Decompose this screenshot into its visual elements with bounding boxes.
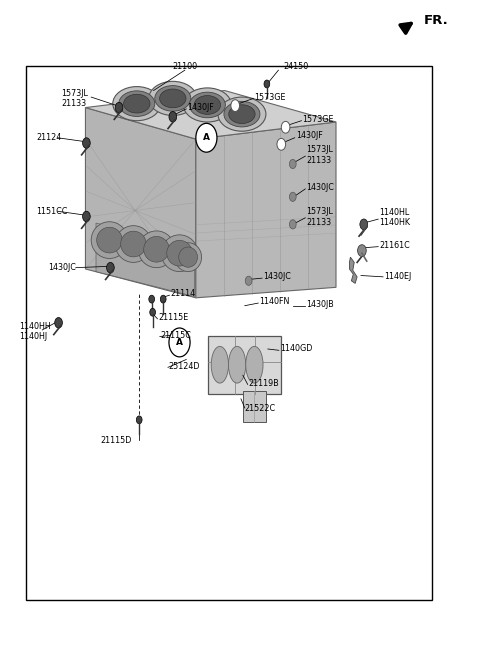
Circle shape: [358, 245, 366, 256]
Text: 1573JL
21133: 1573JL 21133: [61, 89, 88, 108]
Text: 1573JL
21133: 1573JL 21133: [306, 207, 333, 227]
Text: 1140HH
1140HJ: 1140HH 1140HJ: [19, 321, 51, 341]
Polygon shape: [85, 108, 196, 298]
Bar: [26, 66, 432, 600]
Circle shape: [150, 308, 156, 316]
Ellipse shape: [175, 243, 202, 272]
Ellipse shape: [113, 87, 161, 121]
Text: FR.: FR.: [423, 14, 448, 28]
Circle shape: [289, 159, 296, 169]
Text: 1430JF: 1430JF: [296, 131, 323, 140]
Text: 21522C: 21522C: [245, 403, 276, 413]
Circle shape: [83, 138, 90, 148]
Text: 1140HL
1140HK: 1140HL 1140HK: [379, 208, 410, 228]
Circle shape: [281, 121, 290, 133]
Text: 21161C: 21161C: [379, 241, 410, 250]
Bar: [243, 391, 266, 422]
Ellipse shape: [167, 240, 192, 266]
Circle shape: [245, 276, 252, 285]
Ellipse shape: [211, 346, 228, 383]
Text: A: A: [203, 133, 210, 142]
Ellipse shape: [229, 105, 255, 123]
Text: 1430JC: 1430JC: [306, 183, 334, 192]
Circle shape: [169, 112, 177, 122]
Text: 21115E: 21115E: [158, 313, 189, 322]
Ellipse shape: [183, 88, 231, 122]
Ellipse shape: [149, 81, 197, 115]
Text: A: A: [176, 338, 183, 347]
Circle shape: [277, 138, 286, 150]
Ellipse shape: [119, 91, 155, 117]
Text: 1140GD: 1140GD: [280, 344, 312, 354]
Ellipse shape: [138, 231, 175, 268]
Text: 1573GE: 1573GE: [254, 92, 286, 102]
Ellipse shape: [120, 231, 146, 257]
Polygon shape: [349, 257, 357, 283]
Circle shape: [360, 219, 368, 230]
Text: 1151CC: 1151CC: [36, 207, 67, 216]
Text: 1140FN: 1140FN: [259, 297, 289, 306]
Circle shape: [289, 192, 296, 201]
Ellipse shape: [218, 97, 266, 131]
Ellipse shape: [228, 346, 246, 383]
Text: 1573JL
21133: 1573JL 21133: [306, 145, 333, 165]
Text: 21124: 21124: [36, 133, 61, 142]
Circle shape: [289, 220, 296, 229]
Ellipse shape: [224, 101, 260, 127]
Circle shape: [55, 318, 62, 328]
Ellipse shape: [115, 226, 152, 262]
Circle shape: [83, 211, 90, 222]
Polygon shape: [96, 223, 194, 297]
Text: 21115D: 21115D: [100, 436, 132, 445]
Circle shape: [360, 219, 368, 230]
Ellipse shape: [96, 227, 122, 253]
Text: 1430JB: 1430JB: [306, 300, 334, 309]
Ellipse shape: [189, 92, 226, 118]
Circle shape: [196, 123, 217, 152]
Circle shape: [160, 295, 166, 303]
Circle shape: [169, 328, 190, 357]
Text: 21115C: 21115C: [161, 331, 192, 340]
Circle shape: [149, 295, 155, 303]
Text: 21114: 21114: [170, 289, 195, 298]
Circle shape: [107, 262, 114, 273]
Ellipse shape: [144, 236, 169, 262]
Text: 1430JC: 1430JC: [263, 272, 291, 281]
Ellipse shape: [155, 85, 191, 111]
Ellipse shape: [161, 235, 198, 272]
Circle shape: [358, 245, 366, 256]
Polygon shape: [85, 91, 336, 139]
Text: 21100: 21100: [172, 62, 197, 72]
Ellipse shape: [246, 346, 263, 383]
Text: 21119B: 21119B: [249, 379, 279, 388]
Ellipse shape: [194, 96, 220, 114]
Text: 1573GE: 1573GE: [302, 115, 334, 124]
Ellipse shape: [123, 94, 150, 113]
Polygon shape: [196, 122, 336, 298]
Text: 1430JC: 1430JC: [48, 263, 76, 272]
Circle shape: [231, 100, 240, 112]
Bar: [208, 336, 281, 394]
Text: 1140EJ: 1140EJ: [384, 272, 411, 281]
Text: 25124D: 25124D: [168, 361, 200, 371]
Ellipse shape: [159, 89, 186, 108]
Circle shape: [115, 102, 123, 113]
Text: 24150: 24150: [283, 62, 309, 72]
Circle shape: [264, 80, 270, 88]
Text: 1430JF: 1430JF: [187, 103, 214, 112]
Ellipse shape: [91, 222, 128, 258]
Circle shape: [136, 416, 142, 424]
Ellipse shape: [179, 247, 198, 267]
